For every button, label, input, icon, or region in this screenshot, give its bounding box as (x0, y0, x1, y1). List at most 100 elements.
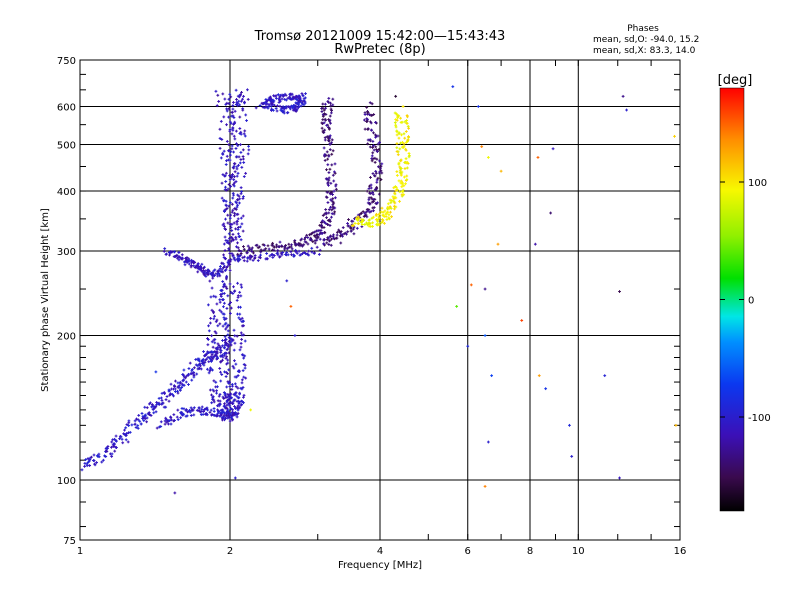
data-point (403, 175, 406, 179)
data-point (239, 403, 243, 407)
data-point (455, 305, 459, 308)
data-point (276, 93, 280, 96)
x-tick-label: 4 (377, 546, 383, 557)
data-point (234, 362, 238, 366)
data-point (293, 240, 296, 244)
data-point (192, 413, 196, 417)
data-point (323, 230, 327, 234)
data-point (227, 336, 231, 339)
data-point (224, 185, 227, 189)
data-point (206, 367, 209, 371)
data-point (177, 386, 181, 389)
data-point (230, 388, 234, 391)
data-point (323, 220, 326, 224)
data-point (219, 408, 223, 412)
data-point (256, 259, 260, 262)
data-point (227, 343, 230, 347)
data-point (218, 300, 222, 304)
data-point (231, 104, 235, 107)
data-point (264, 247, 268, 251)
data-point (205, 357, 209, 361)
data-point (272, 99, 276, 103)
data-point (210, 286, 214, 290)
data-point (238, 103, 242, 107)
data-point (164, 405, 168, 409)
data-point (321, 214, 325, 217)
data-point (405, 174, 409, 178)
colorbar-label: [deg] (718, 73, 753, 88)
data-point (187, 372, 190, 376)
data-point (199, 367, 203, 371)
data-point (225, 325, 229, 329)
data-point (365, 117, 369, 121)
data-point (299, 104, 303, 108)
data-point (230, 236, 234, 240)
data-point (225, 385, 229, 389)
data-point (224, 163, 228, 166)
data-point (224, 356, 228, 360)
data-point (520, 319, 524, 322)
data-point (210, 334, 214, 338)
data-point (375, 212, 378, 216)
data-point (218, 127, 222, 131)
data-point (323, 153, 326, 157)
data-point (371, 221, 374, 225)
data-point (239, 252, 243, 255)
data-point (393, 201, 397, 205)
data-point (625, 108, 628, 112)
data-point (220, 196, 224, 200)
data-point (301, 102, 304, 106)
data-point (238, 405, 242, 409)
data-point (90, 455, 93, 459)
colorbar-tick-label: 0 (748, 296, 754, 307)
data-point (189, 406, 193, 410)
data-point (398, 165, 402, 169)
data-point (544, 387, 548, 391)
data-point (233, 289, 237, 293)
data-point (323, 128, 327, 132)
data-point (237, 255, 241, 258)
data-point (267, 247, 271, 251)
data-point (271, 248, 274, 252)
data-point (371, 192, 375, 196)
data-point (198, 267, 202, 271)
data-point (128, 430, 132, 434)
data-point (135, 417, 138, 421)
data-point (241, 108, 245, 112)
data-point (210, 359, 213, 362)
data-point (346, 230, 350, 234)
data-point (232, 101, 235, 104)
x-tick-label: 10 (572, 546, 585, 557)
data-point (172, 419, 175, 423)
data-point (229, 396, 233, 400)
data-point (327, 139, 330, 143)
data-point (223, 322, 227, 326)
data-point (376, 201, 379, 205)
data-point (240, 378, 244, 382)
data-point (210, 353, 214, 357)
data-point (393, 195, 397, 199)
data-point (224, 174, 227, 178)
data-point (234, 407, 237, 410)
data-point (230, 239, 233, 243)
data-point (175, 415, 179, 419)
data-point (369, 120, 372, 124)
data-point (393, 191, 397, 195)
data-point (374, 135, 377, 139)
data-point (235, 222, 239, 226)
data-point (236, 144, 240, 148)
data-point (104, 455, 108, 458)
data-point (239, 216, 243, 220)
data-point (229, 306, 233, 310)
data-point (180, 407, 184, 410)
data-point (229, 343, 233, 347)
data-point (219, 379, 223, 383)
data-point (262, 248, 266, 252)
data-point (229, 312, 232, 315)
data-point (217, 404, 221, 408)
data-point (280, 245, 284, 248)
data-point (240, 90, 243, 94)
data-point (326, 135, 330, 139)
data-point (301, 252, 304, 255)
data-point (232, 398, 236, 402)
